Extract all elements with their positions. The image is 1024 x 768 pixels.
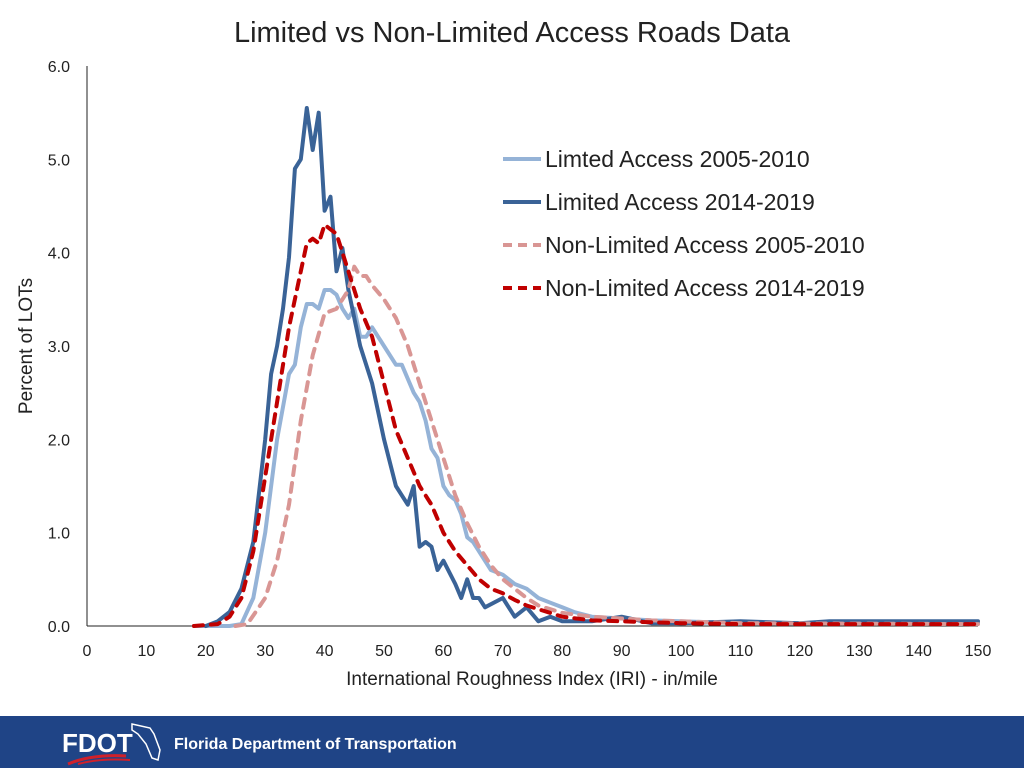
x-tick-label: 20 (197, 643, 215, 660)
x-axis-label: International Roughness Index (IRI) - in… (346, 669, 718, 690)
x-tick-label: 60 (435, 643, 453, 660)
legend-entry: Non-Limited Access 2014-2019 (545, 275, 865, 301)
x-tick-label: 90 (613, 643, 631, 660)
series-line (191, 288, 980, 628)
legend-entry: Non-Limited Access 2005-2010 (545, 232, 865, 258)
y-tick-label: 5.0 (48, 152, 70, 169)
x-tick-label: 30 (256, 643, 274, 660)
x-tick-label: 70 (494, 643, 512, 660)
y-axis-label: Percent of LOTs (16, 278, 37, 414)
x-tick-label: 0 (83, 643, 92, 660)
y-tick-label: 2.0 (48, 432, 70, 449)
x-tick-label: 120 (786, 643, 813, 660)
footer-organization: Florida Department of Transportation (174, 736, 457, 753)
legend-entry: Limited Access 2014-2019 (545, 189, 815, 215)
chart-title: Limited vs Non-Limited Access Roads Data (234, 17, 791, 49)
y-tick-label: 6.0 (48, 59, 70, 76)
x-tick-label: 140 (905, 643, 932, 660)
y-tick-label: 1.0 (48, 526, 70, 543)
footer-bar: FDOT Florida Department of Transportatio… (0, 716, 1024, 768)
x-tick-label: 10 (138, 643, 156, 660)
series-line (203, 106, 980, 628)
x-tick-label: 40 (316, 643, 334, 660)
x-tick-label: 130 (846, 643, 873, 660)
x-tick-label: 50 (375, 643, 393, 660)
line-chart: Limited vs Non-Limited Access Roads Data… (16, 17, 992, 690)
svg-text:FDOT: FDOT (62, 728, 133, 758)
x-tick-label: 100 (668, 643, 695, 660)
x-tick-label: 110 (728, 643, 754, 660)
x-tick-label: 150 (965, 643, 992, 660)
legend-entry: Limted Access 2005-2010 (545, 146, 810, 172)
fdot-logo: FDOT (62, 723, 161, 766)
series-line (191, 222, 980, 628)
y-tick-label: 3.0 (48, 339, 70, 356)
x-tick-label: 80 (553, 643, 571, 660)
series-line (233, 264, 980, 628)
y-tick-label: 0.0 (48, 619, 70, 636)
y-tick-label: 4.0 (48, 246, 70, 263)
